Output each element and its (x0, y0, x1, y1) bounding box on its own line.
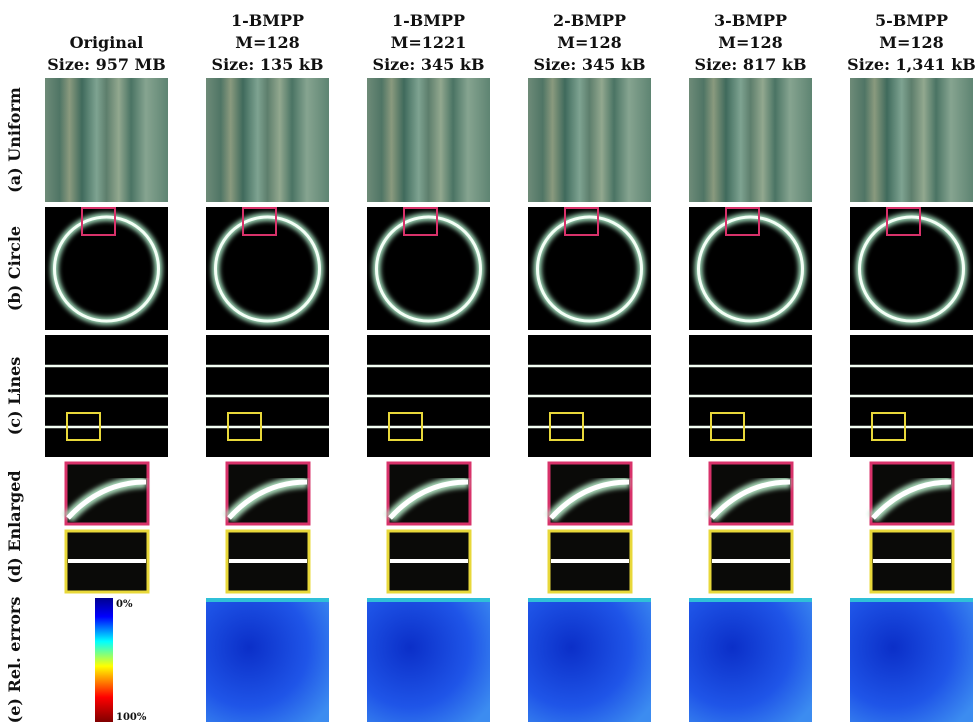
column-header: Size: 957 MB (47, 55, 166, 74)
column-header: Size: 817 kB (695, 55, 807, 74)
colorbar (95, 598, 113, 722)
column-header: M=128 (718, 33, 783, 52)
row-label: (d) Enlarged (5, 470, 24, 583)
column-header: 3-BMPP (714, 11, 787, 30)
column-header: Size: 135 kB (212, 55, 324, 74)
column-header: M=128 (235, 33, 300, 52)
column-header: Size: 345 kB (373, 55, 485, 74)
error-map (689, 598, 812, 722)
error-edge (367, 598, 490, 602)
row-label: (c) Lines (5, 357, 24, 436)
column-header: Size: 345 kB (534, 55, 646, 74)
error-edge (850, 598, 973, 602)
uniform-image (367, 78, 490, 202)
column-header: 5-BMPP (875, 11, 948, 30)
circle-image (45, 207, 168, 330)
column-header: 2-BMPP (553, 11, 626, 30)
circle-image (528, 207, 651, 330)
uniform-image (850, 78, 973, 202)
error-map (206, 598, 329, 722)
uniform-image (206, 78, 329, 202)
row-label: (a) Uniform (5, 87, 24, 193)
uniform-image (45, 78, 168, 202)
colorbar-label: 0% (116, 599, 133, 610)
circle-image (850, 207, 973, 330)
column-header: M=1221 (391, 33, 467, 52)
circle-image (367, 207, 490, 330)
error-map (528, 598, 651, 722)
column-header: M=128 (557, 33, 622, 52)
error-map (850, 598, 973, 722)
column-header: M=128 (879, 33, 944, 52)
colorbar-label: 100% (116, 712, 147, 722)
error-edge (689, 598, 812, 602)
column-header: Original (70, 33, 144, 52)
column-header: 1-BMPP (392, 11, 465, 30)
uniform-image (689, 78, 812, 202)
column-header: 1-BMPP (231, 11, 304, 30)
error-edge (206, 598, 329, 602)
row-label: (b) Circle (5, 226, 24, 311)
error-edge (528, 598, 651, 602)
row-label: (e) Rel. errors (5, 597, 24, 722)
figure: (a) Uniform (b) Circle (c) Lines (d) Enlarg… (0, 0, 976, 722)
column-header: Size: 1,341 kB (847, 55, 976, 74)
error-map (367, 598, 490, 722)
uniform-image (528, 78, 651, 202)
circle-image (689, 207, 812, 330)
circle-image (206, 207, 329, 330)
